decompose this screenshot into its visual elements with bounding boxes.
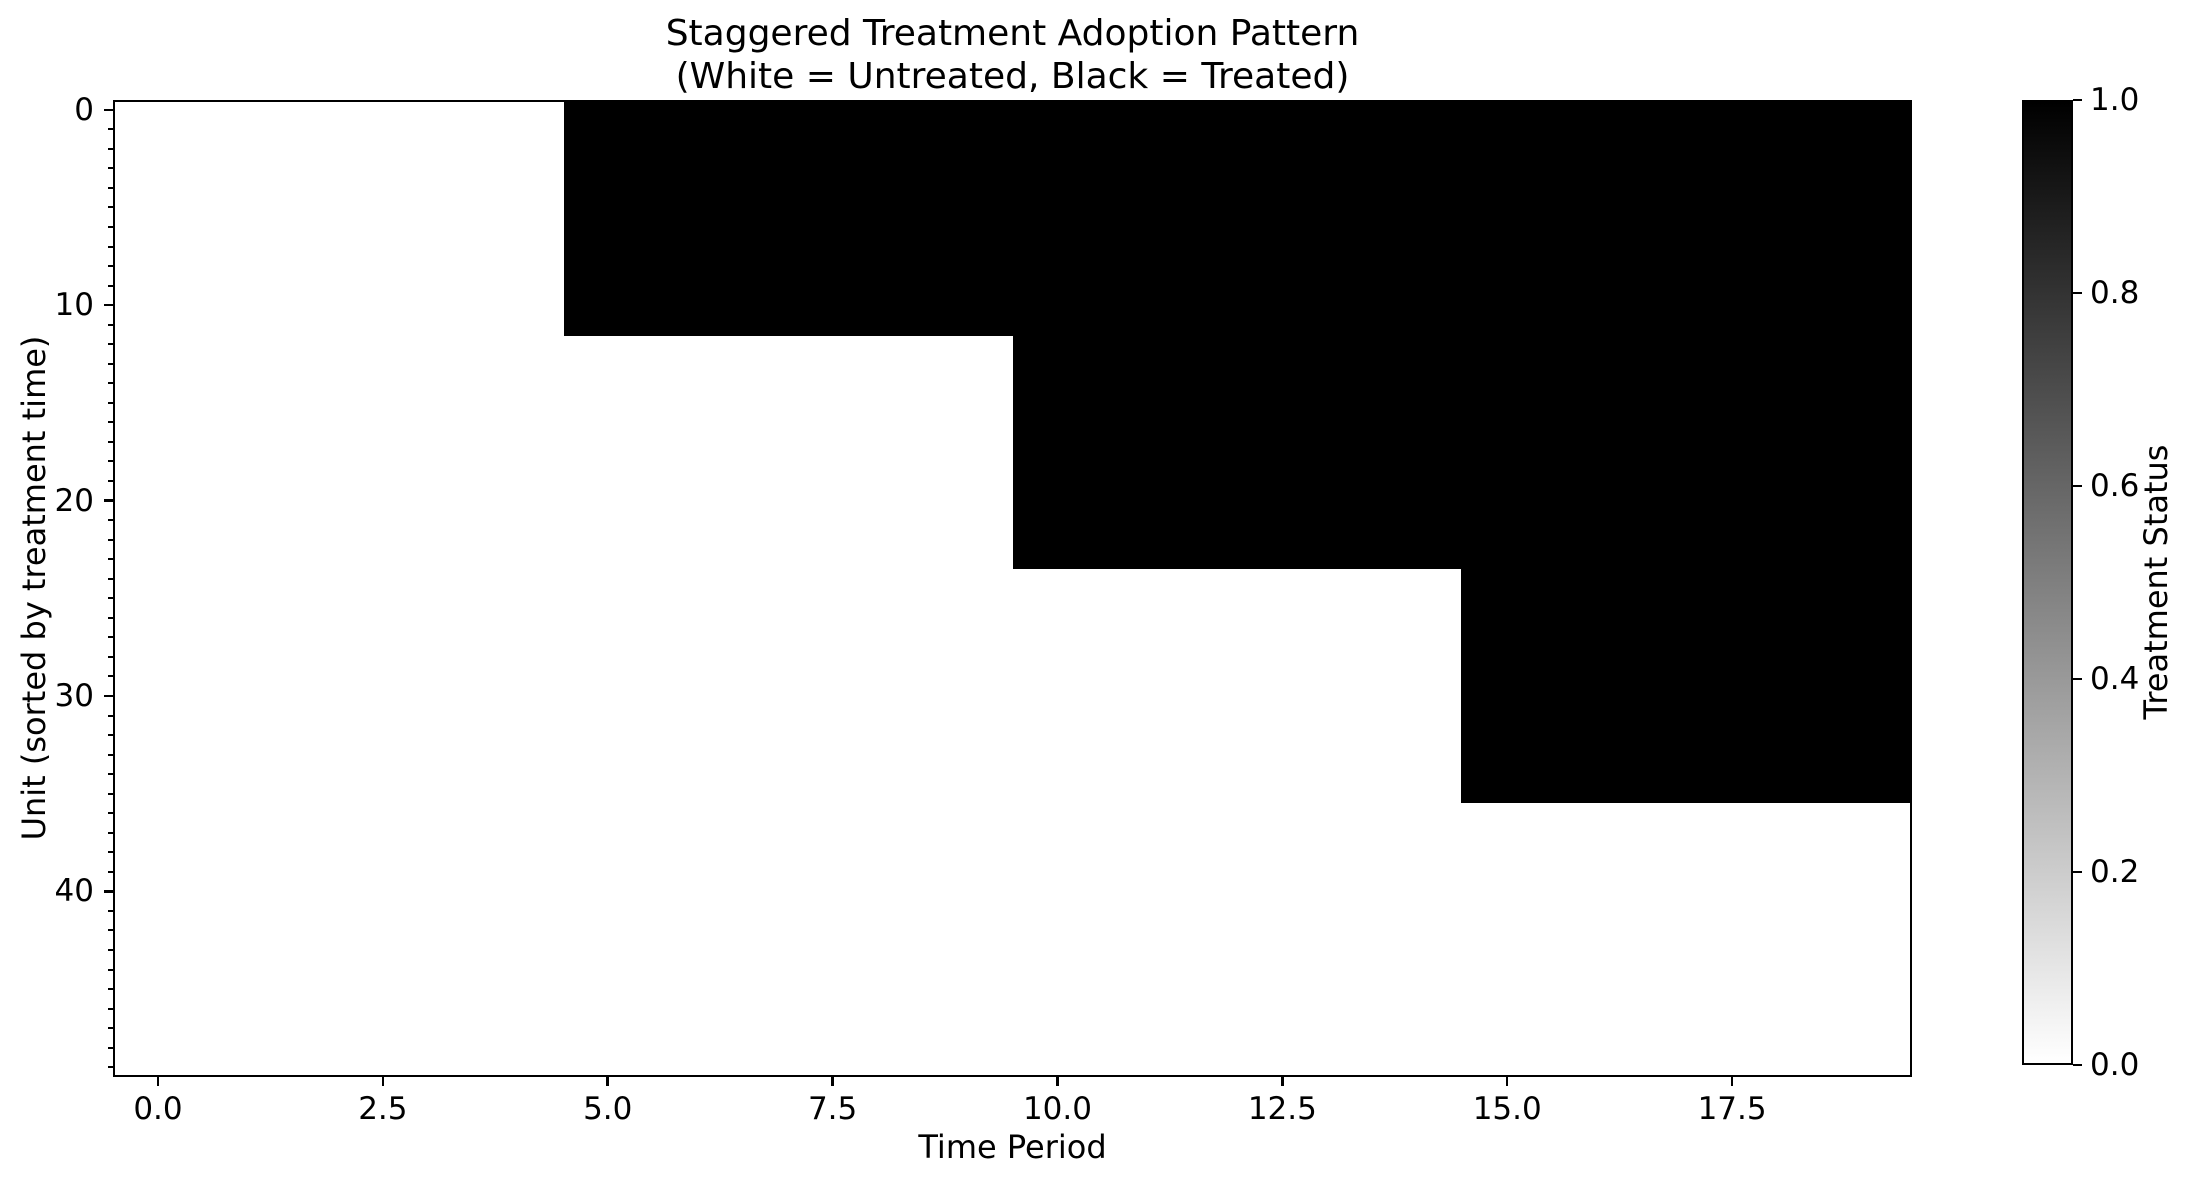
- y-axis-minor-tick: [108, 323, 113, 326]
- treated-block-group-1: [563, 102, 1910, 336]
- y-axis-minor-tick: [108, 265, 113, 268]
- colorbar-tick-label: 0.0: [2090, 1047, 2140, 1083]
- x-axis-tick-label: 17.5: [1697, 1091, 1767, 1127]
- x-axis-tick-label: 15.0: [1472, 1091, 1542, 1127]
- y-axis-label: Unit (sorted by treatment time): [15, 335, 53, 841]
- y-axis-minor-tick: [108, 831, 113, 834]
- y-axis-minor-tick: [108, 519, 113, 522]
- y-axis-tick: [104, 694, 113, 698]
- x-axis-tick: [1730, 1077, 1734, 1086]
- colorbar-tick: [2073, 1063, 2082, 1067]
- x-axis-tick: [156, 1077, 160, 1086]
- y-axis-minor-tick: [108, 968, 113, 971]
- x-axis-tick-label: 10.0: [1022, 1091, 1092, 1127]
- y-axis-minor-tick: [108, 948, 113, 951]
- y-axis-minor-tick: [108, 1007, 113, 1010]
- y-axis-tick: [104, 499, 113, 502]
- y-axis-minor-tick: [108, 812, 113, 815]
- y-axis-minor-tick: [108, 851, 113, 854]
- y-axis-minor-tick: [108, 988, 113, 991]
- y-axis-minor-tick: [108, 1066, 113, 1069]
- y-axis-minor-tick: [108, 714, 113, 717]
- x-axis-tick: [1281, 1077, 1284, 1086]
- y-axis-minor-tick: [108, 577, 113, 580]
- x-axis-tick: [381, 1077, 385, 1086]
- y-axis-minor-tick: [108, 245, 113, 248]
- y-axis-minor-tick: [108, 616, 113, 619]
- y-axis-minor-tick: [108, 382, 113, 385]
- y-axis-minor-tick: [108, 655, 113, 658]
- y-axis-minor-tick: [108, 792, 113, 795]
- y-axis-minor-tick: [108, 636, 113, 639]
- x-axis-tick-label: 7.5: [807, 1091, 858, 1127]
- colorbar-label: Treatment Status: [2137, 444, 2175, 720]
- y-axis-minor-tick: [108, 128, 113, 131]
- colorbar-tick: [2073, 98, 2082, 102]
- colorbar-tick-label: 1.0: [2090, 82, 2140, 118]
- y-axis-minor-tick: [108, 186, 113, 189]
- colorbar-tick: [2073, 870, 2082, 874]
- x-axis-tick-label: 2.5: [358, 1091, 408, 1127]
- x-axis-tick-label: 12.5: [1247, 1091, 1317, 1127]
- y-axis-minor-tick: [108, 597, 113, 600]
- x-axis-tick: [606, 1077, 609, 1086]
- y-axis-tick-label: 10: [54, 287, 94, 324]
- y-axis-tick: [104, 890, 113, 893]
- y-axis-minor-tick: [108, 206, 113, 209]
- chart-title: Staggered Treatment Adoption Pattern (Wh…: [113, 12, 1912, 98]
- y-axis-tick: [104, 108, 113, 112]
- colorbar-tick: [2073, 484, 2082, 488]
- plot-area: [113, 100, 1912, 1077]
- y-axis-minor-tick: [108, 343, 113, 346]
- y-axis-minor-tick: [108, 909, 113, 912]
- chart-title-line2: (White = Untreated, Black = Treated): [675, 56, 1350, 97]
- y-axis-minor-tick: [108, 773, 113, 776]
- y-axis-minor-tick: [108, 440, 113, 443]
- colorbar-tick-label: 0.8: [2090, 275, 2140, 311]
- y-axis-minor-tick: [108, 460, 113, 463]
- y-axis-minor-tick: [108, 226, 113, 228]
- y-axis-minor-tick: [108, 284, 113, 287]
- y-axis-minor-tick: [108, 538, 113, 541]
- y-axis-minor-tick: [108, 675, 113, 678]
- y-axis-tick-label: 30: [54, 677, 94, 714]
- y-axis-tick-label: 0: [74, 91, 94, 128]
- colorbar-tick: [2073, 291, 2082, 295]
- y-axis-minor-tick: [108, 167, 113, 170]
- colorbar-tick: [2073, 677, 2082, 681]
- y-axis-minor-tick: [108, 558, 113, 561]
- y-axis-minor-tick: [108, 734, 113, 737]
- y-axis-minor-tick: [108, 147, 113, 150]
- colorbar-tick-label: 0.6: [2090, 468, 2140, 504]
- y-axis-minor-tick: [108, 401, 113, 404]
- x-axis-tick-label: 5.0: [583, 1091, 633, 1127]
- y-axis-minor-tick: [108, 480, 113, 483]
- y-axis-minor-tick: [108, 929, 113, 932]
- y-axis-tick: [104, 303, 113, 307]
- treated-block-group-3: [1461, 569, 1910, 803]
- x-axis-tick: [1505, 1077, 1509, 1086]
- colorbar-tick-label: 0.2: [2090, 854, 2140, 890]
- colorbar-tick-label: 0.4: [2090, 661, 2140, 697]
- y-axis-tick-label: 40: [54, 873, 94, 910]
- y-axis-minor-tick: [108, 753, 113, 756]
- x-axis-tick-label: 0.0: [133, 1091, 183, 1127]
- y-axis-minor-tick: [108, 421, 113, 424]
- treated-block-group-2: [1012, 335, 1910, 570]
- y-axis-minor-tick: [108, 362, 113, 365]
- y-axis-minor-tick: [108, 1046, 113, 1049]
- y-axis-tick-label: 20: [54, 482, 94, 519]
- y-axis-minor-tick: [108, 870, 113, 873]
- chart-title-line1: Staggered Treatment Adoption Pattern: [665, 13, 1360, 54]
- x-axis-tick: [1056, 1077, 1059, 1086]
- colorbar: [2022, 100, 2073, 1065]
- x-axis-tick: [831, 1077, 834, 1086]
- y-axis-minor-tick: [108, 1027, 113, 1030]
- x-axis-label: Time Period: [918, 1128, 1107, 1166]
